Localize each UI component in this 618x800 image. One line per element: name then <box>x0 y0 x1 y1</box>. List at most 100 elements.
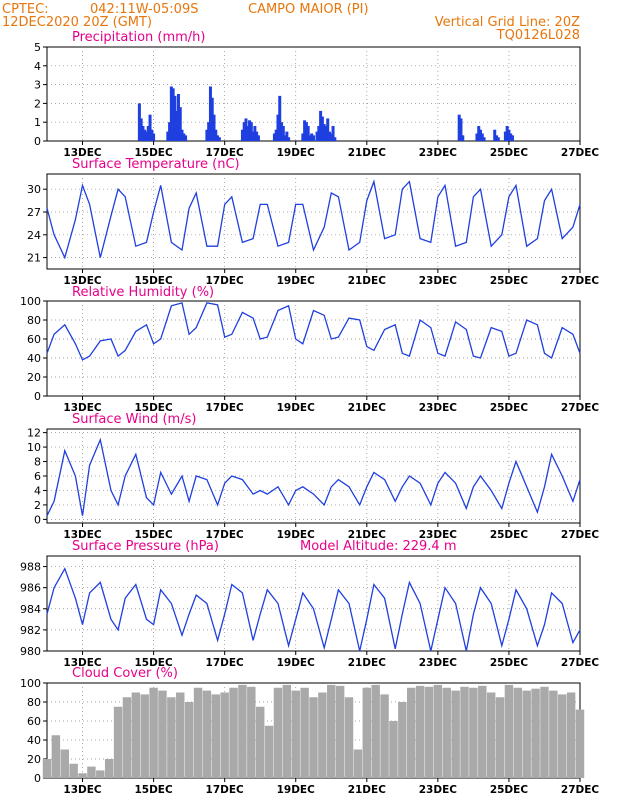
precip-bar <box>242 122 246 141</box>
cloud-bar <box>247 686 256 778</box>
cloud-bar <box>229 687 238 778</box>
cloud-bar <box>451 690 460 778</box>
pressure-title: Surface Pressure (hPa) <box>72 539 219 554</box>
cloud-ytick-label: 80 <box>27 696 41 709</box>
precip-bar <box>493 129 497 141</box>
precip-bar <box>505 125 509 141</box>
precip-bar <box>507 129 511 141</box>
pres-xtick-label: 27DEC <box>561 657 600 669</box>
precip-bar <box>166 131 170 141</box>
precip-bar <box>315 131 319 141</box>
precip-bar <box>320 116 324 141</box>
precip-bar <box>253 125 257 141</box>
cloud-bar <box>60 749 69 778</box>
cloud-xtick-label: 27DEC <box>561 784 600 796</box>
precip-bar <box>326 118 330 141</box>
cloud-bar <box>371 684 380 778</box>
pres-ytick-label: 984 <box>20 603 41 616</box>
cloud-bar <box>504 684 514 778</box>
cloud-xtick-label: 17DEC <box>206 784 245 796</box>
pres-xtick-label: 13DEC <box>63 657 102 669</box>
wind-xtick-label: 19DEC <box>277 529 316 541</box>
cloud-bar <box>398 702 407 778</box>
rh-ytick-label: 60 <box>27 333 41 346</box>
precip-xtick-label: 21DEC <box>348 147 387 159</box>
rh-xtick-label: 15DEC <box>134 402 173 414</box>
cloud-bar <box>78 773 87 778</box>
cloud-bar <box>486 692 496 778</box>
cloud-bar <box>406 687 416 778</box>
cloud-bar <box>353 749 363 778</box>
cloud-bar <box>255 706 265 778</box>
precip-bar <box>137 103 141 141</box>
rh-series-line <box>46 302 581 361</box>
pres-xtick-label: 21DEC <box>348 657 387 669</box>
precip-bar <box>276 114 280 141</box>
precip-ytick-label: 0 <box>34 135 41 148</box>
precip-xtick-label: 23DEC <box>419 147 458 159</box>
precip-bar <box>283 135 287 141</box>
precip-bar <box>248 120 252 141</box>
cloud-bar <box>300 687 309 778</box>
wind-xtick-label: 15DEC <box>134 529 173 541</box>
precip-bar <box>139 118 143 141</box>
precip-bar <box>173 95 177 141</box>
cloud-bar <box>415 685 425 778</box>
precip-bar <box>184 135 188 141</box>
wind-ytick-label: 0 <box>34 513 41 526</box>
precip-bar <box>459 118 463 141</box>
wind-ytick-label: 2 <box>34 499 41 512</box>
cloud-bar <box>549 690 558 778</box>
cloud-bar <box>531 688 540 778</box>
cloud-bar <box>176 692 185 778</box>
temp-ytick-label: 27 <box>27 206 41 219</box>
precip-bar <box>168 122 172 141</box>
wind-xtick-label: 13DEC <box>63 529 102 541</box>
wind-ytick-label: 6 <box>34 470 41 483</box>
precip-bar <box>256 135 260 141</box>
model-altitude-label: Model Altitude: 229.4 m <box>300 539 457 554</box>
rh-ytick-label: 0 <box>34 390 41 403</box>
precip-bar <box>317 125 321 141</box>
precip-bar <box>327 131 331 141</box>
temperature-title: Surface Temperature (nC) <box>72 157 240 172</box>
precip-bar <box>319 110 323 141</box>
precip-xtick-label: 19DEC <box>277 147 316 159</box>
precip-bar <box>457 114 461 141</box>
wind-xtick-label: 17DEC <box>206 529 245 541</box>
temp-frame <box>46 173 581 270</box>
precip-bar <box>301 133 305 141</box>
panel-temperature: Surface Temperature (nC) 21 24 27 30 13DEC 15… <box>27 157 599 287</box>
header-org: CPTEC: <box>2 2 49 17</box>
cloud-cover-title: Cloud Cover (%) <box>72 666 178 681</box>
precip-bar <box>477 125 481 141</box>
temp-series-line <box>46 179 581 260</box>
precip-bar <box>479 129 483 141</box>
precip-bar <box>482 137 486 141</box>
cloud-bar <box>140 694 149 778</box>
precip-bar <box>329 133 333 141</box>
precip-bar <box>281 125 285 141</box>
precip-bar <box>150 129 154 141</box>
temp-xtick-label: 21DEC <box>348 275 387 287</box>
cloud-bar <box>193 687 203 778</box>
cloud-bar <box>478 685 487 778</box>
pres-xtick-label: 23DEC <box>419 657 458 669</box>
rh-ytick-label: 40 <box>27 352 41 365</box>
cloud-bar <box>389 721 398 778</box>
precip-bar <box>205 129 209 141</box>
header: CPTEC: 042:11W-05:09S CAMPO MAIOR (PI) 1… <box>2 2 580 43</box>
precip-bar <box>322 124 326 141</box>
cloud-bar <box>335 685 345 778</box>
cloud-bar <box>344 697 354 778</box>
header-run: 12DEC2020 20Z (GMT) <box>2 15 152 30</box>
precip-bar <box>240 129 244 141</box>
cloud-bar <box>327 684 336 778</box>
humidity-plot: 0 20 40 60 80 100 13DEC 15DEC 17DEC 19DEC 21DEC 23D… <box>20 295 599 414</box>
precip-bar <box>331 125 335 141</box>
precip-bar <box>461 135 465 141</box>
panel-cloud-cover: Cloud Cover (%) 0 20 40 60 80 100 13DEC 15DEC 17… <box>20 666 599 796</box>
header-grid-note: Vertical Grid Line: 20Z <box>435 15 580 30</box>
